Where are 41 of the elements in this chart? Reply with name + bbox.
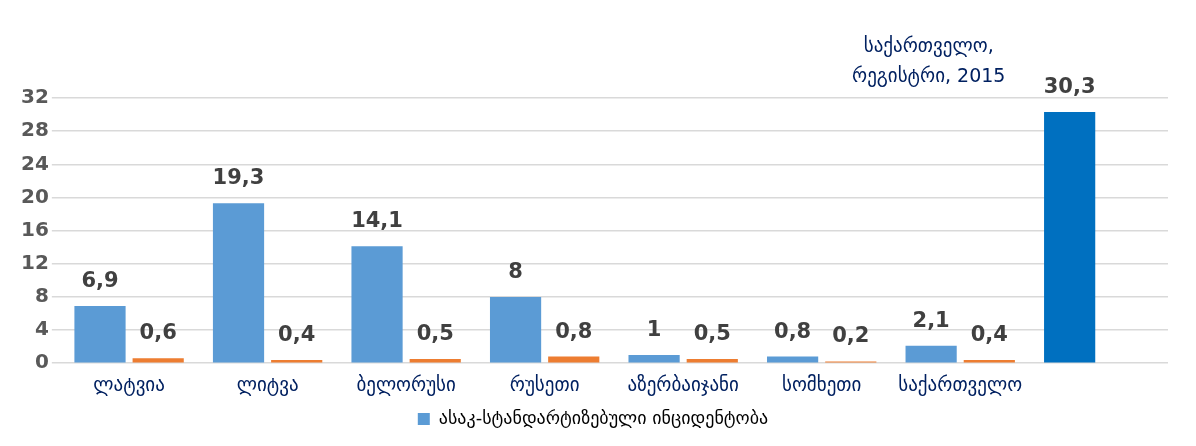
bar [212, 203, 265, 363]
x-tick-label: საქართველო [898, 372, 1023, 396]
bar [489, 296, 542, 363]
y-tick-label: 32 [20, 84, 49, 109]
data-label: 0,2 [832, 323, 870, 348]
data-label: 6,9 [81, 267, 119, 292]
x-tick-label: ბელორუსი [356, 372, 456, 396]
bar [1044, 112, 1096, 363]
x-tick-label: სომხეთი [781, 372, 862, 396]
x-tick-label: ლატვია [93, 372, 165, 396]
x-tick-label: ლიტვა [236, 372, 299, 396]
y-tick-label: 8 [34, 283, 49, 308]
bar [132, 358, 184, 363]
bar [905, 345, 957, 363]
y-tick-label: 20 [20, 183, 49, 208]
data-label: 1 [646, 316, 662, 341]
data-label: 14,1 [351, 208, 403, 233]
text: საქართველო, რეგისტრი, 2015 [852, 34, 1006, 88]
data-label: 0,4 [278, 321, 316, 346]
bar [628, 354, 680, 363]
data-label: 0,5 [693, 321, 731, 346]
data-label: 19,3 [212, 165, 265, 190]
data-label: 8 [508, 258, 523, 283]
y-tick-label: 12 [20, 249, 49, 274]
y-tick-label: 4 [34, 316, 49, 341]
data-label: 0,4 [970, 321, 1008, 346]
legend-label: ასაკ-სტანდარტიზებული ინციდენტობა [438, 406, 769, 428]
y-tick-label: 0 [34, 349, 49, 374]
y-tick-label: 16 [20, 216, 49, 241]
data-label: 30,3 [1043, 74, 1096, 99]
bar [74, 306, 126, 363]
bar [351, 246, 403, 363]
x-tick-label: რუსეთი [509, 372, 580, 396]
data-label: 0,6 [139, 320, 177, 345]
data-label: 2,1 [912, 307, 950, 332]
data-label: 0,8 [774, 318, 812, 343]
data-label: 0,8 [555, 318, 593, 343]
y-tick-label: 24 [20, 150, 49, 175]
data-label: 0,5 [416, 321, 454, 346]
x-tick-label: აზერბაიჯანი [627, 372, 739, 396]
y-tick-label: 28 [20, 117, 49, 142]
